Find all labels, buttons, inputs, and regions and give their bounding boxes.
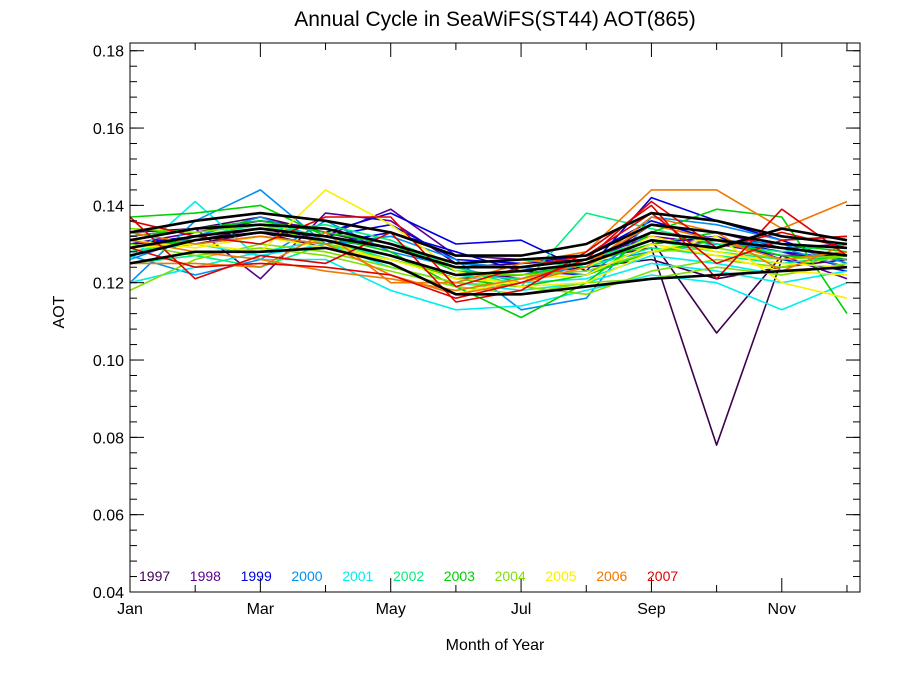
legend-label-1997: 1997 — [139, 568, 170, 584]
series-line-2003-1 — [129, 204, 848, 319]
legend-label-2001: 2001 — [342, 568, 373, 584]
x-axis-label: Month of Year — [445, 637, 545, 654]
legend-label-2007: 2007 — [647, 568, 678, 584]
mean-line-4 — [129, 246, 848, 296]
legend-label-2002: 2002 — [393, 568, 424, 584]
legend-label-2006: 2006 — [596, 568, 627, 584]
y-tick-label: 0.16 — [93, 121, 124, 138]
series-line-2007-1 — [129, 204, 848, 303]
legend-label-2003: 2003 — [444, 568, 475, 584]
y-tick-label: 0.18 — [93, 44, 124, 61]
mean-line-2 — [129, 211, 848, 257]
y-tick-label: 0.06 — [93, 508, 124, 525]
y-tick-label: 0.14 — [93, 198, 124, 215]
series-line-2007-2 — [129, 212, 848, 288]
series-line-2006-2 — [129, 216, 848, 296]
y-tick-label: 0.04 — [93, 585, 124, 602]
plot-frame — [129, 42, 861, 593]
y-axis-label: AOT — [51, 295, 68, 329]
x-tick-label: Mar — [247, 601, 275, 618]
chart-title: Annual Cycle in SeaWiFS(ST44) AOT(865) — [294, 8, 696, 31]
x-tick-label: Jul — [511, 601, 531, 618]
y-tick-label: 0.08 — [93, 430, 124, 447]
y-tick-label: 0.12 — [93, 276, 124, 293]
mean-line-1 — [129, 223, 848, 265]
y-tick-label: 0.10 — [93, 353, 124, 370]
legend-label-2005: 2005 — [545, 568, 576, 584]
legend-label-2000: 2000 — [291, 568, 322, 584]
x-tick-label: May — [376, 601, 406, 618]
mean-line-5 — [129, 227, 848, 277]
mean-line-3 — [129, 227, 848, 269]
x-tick-label: Jan — [117, 601, 143, 618]
legend-label-2004: 2004 — [495, 568, 526, 584]
x-tick-label: Sep — [637, 601, 666, 618]
legend-label-1998: 1998 — [190, 568, 221, 584]
x-tick-label: Nov — [768, 601, 796, 618]
legend-label-1999: 1999 — [241, 568, 272, 584]
